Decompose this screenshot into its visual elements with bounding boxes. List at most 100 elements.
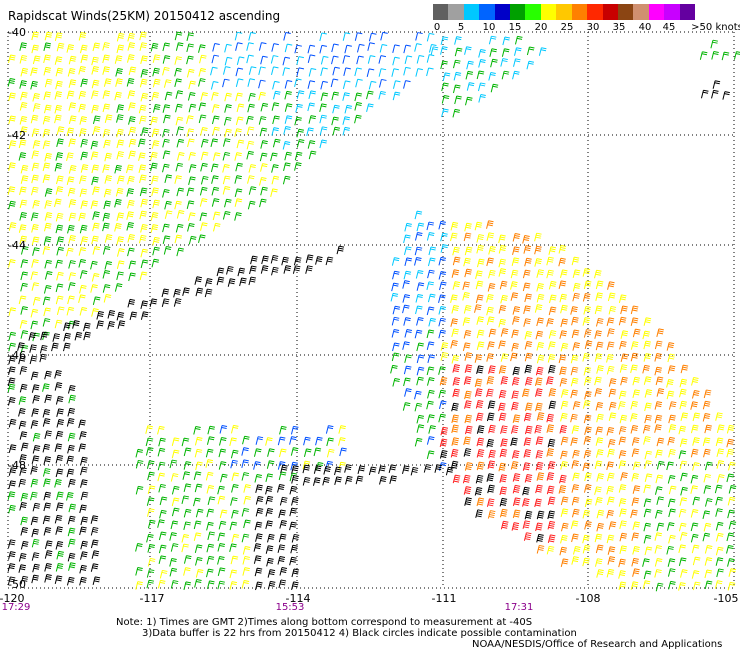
wind-barb <box>254 521 263 531</box>
wind-barb <box>271 43 279 52</box>
wind-barb <box>78 90 87 100</box>
wind-barb <box>90 515 99 524</box>
wind-barb <box>416 317 424 326</box>
wind-barb <box>195 568 204 578</box>
wind-barb <box>194 436 203 446</box>
wind-barb <box>239 277 247 287</box>
wind-barb <box>194 276 203 285</box>
wind-barb <box>498 412 507 422</box>
wind-barb <box>438 220 446 230</box>
wind-barb <box>147 471 155 481</box>
wind-barb <box>583 376 592 386</box>
wind-barb <box>79 44 88 54</box>
wind-barb <box>392 91 401 101</box>
wind-barb <box>440 342 449 351</box>
wind-barb <box>582 462 591 472</box>
wind-barb <box>454 95 462 105</box>
wind-barb <box>186 200 195 210</box>
wind-barb <box>438 400 447 409</box>
wind-barb <box>606 354 614 363</box>
wind-barb <box>476 425 485 434</box>
wind-barb <box>510 292 519 301</box>
wind-barb <box>632 461 641 471</box>
legend-tick-label: 35 <box>612 22 626 33</box>
wind-barb <box>103 78 112 87</box>
wind-barb <box>584 340 593 349</box>
wind-barb <box>632 521 641 531</box>
wind-barb <box>426 281 435 290</box>
wind-barb <box>606 534 615 544</box>
wind-barb <box>42 140 51 149</box>
wind-barb <box>498 245 507 254</box>
wind-barb <box>279 567 288 576</box>
wind-barb <box>80 466 88 476</box>
wind-barb <box>325 460 333 470</box>
wind-barb <box>440 244 449 253</box>
wind-barb <box>186 55 194 65</box>
wind-barb <box>55 186 64 195</box>
wind-barb <box>211 175 219 184</box>
wind-barb <box>91 164 100 174</box>
wind-barb <box>207 580 215 590</box>
wind-barb <box>690 509 699 518</box>
wind-barb <box>692 437 700 446</box>
wind-barb <box>260 140 268 149</box>
wind-barb <box>570 306 578 315</box>
wind-barb <box>140 311 149 320</box>
wind-barb <box>654 509 663 519</box>
wind-barb <box>283 32 291 41</box>
wind-barb <box>219 509 228 519</box>
wind-barb <box>248 164 257 173</box>
wind-barb <box>630 352 639 362</box>
wind-barb <box>308 150 317 160</box>
wind-barb <box>404 388 412 397</box>
wind-barb <box>434 464 443 473</box>
wind-barb <box>20 175 29 184</box>
wind-barb <box>248 92 256 102</box>
wind-barb <box>159 509 167 519</box>
wind-barb <box>560 269 568 278</box>
wind-barb <box>452 377 461 386</box>
legend-swatch <box>525 4 542 20</box>
wind-barb <box>204 278 213 287</box>
wind-barb <box>292 265 301 274</box>
wind-barb <box>54 514 63 524</box>
wind-barb <box>79 175 87 184</box>
wind-barb <box>54 319 63 329</box>
wind-barb <box>290 425 299 435</box>
wind-barb <box>157 472 166 482</box>
wind-barb <box>210 81 219 90</box>
wind-barb <box>427 377 435 386</box>
wind-barb <box>378 78 387 88</box>
wind-barb <box>356 55 364 65</box>
wind-barb <box>92 42 101 52</box>
wind-barb <box>44 562 52 572</box>
wind-barb <box>548 364 556 374</box>
wind-barb <box>8 366 16 376</box>
wind-barb <box>30 186 39 196</box>
wind-barb <box>280 464 288 474</box>
wind-barb <box>43 285 52 294</box>
wind-barb <box>30 420 39 429</box>
wind-barb <box>56 126 65 135</box>
wind-barb <box>392 44 400 53</box>
wind-barb <box>678 557 687 567</box>
wind-barb <box>319 44 327 54</box>
wind-barb <box>259 176 267 186</box>
wind-barb <box>247 103 255 113</box>
wind-barb <box>20 540 29 550</box>
wind-barb <box>559 293 568 303</box>
wind-barb <box>207 531 215 541</box>
wind-barb <box>512 473 521 482</box>
wind-barb <box>440 60 448 70</box>
wind-barb <box>102 66 110 75</box>
wind-barb <box>452 388 460 398</box>
wind-barb <box>654 340 663 350</box>
wind-barb <box>66 90 75 100</box>
wind-barb <box>702 437 711 447</box>
wind-barb <box>522 486 530 496</box>
wind-barb <box>44 200 52 209</box>
wind-barb <box>303 436 311 446</box>
wind-barb <box>559 424 568 434</box>
wind-barb <box>116 44 125 54</box>
